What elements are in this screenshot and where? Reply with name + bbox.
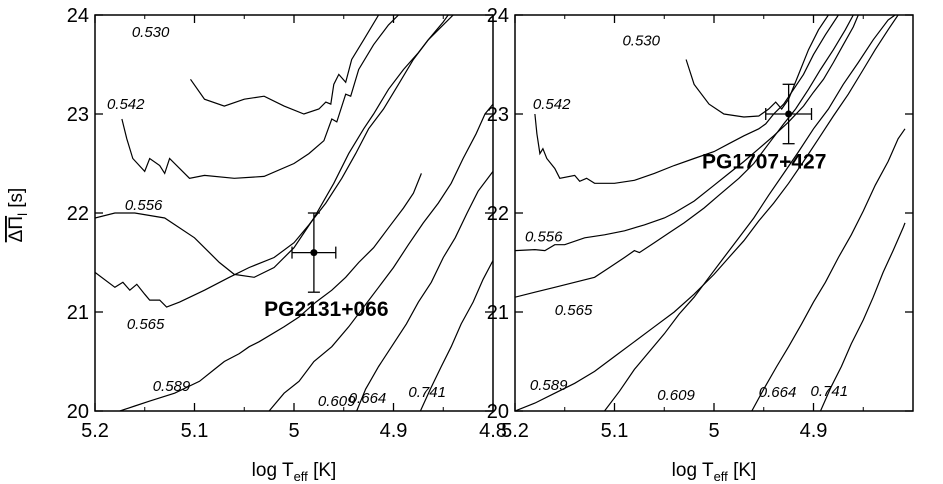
y-tick-label: 23 [487,104,509,126]
series-line-0.664 [356,171,493,411]
y-tick-label: 21 [67,302,89,324]
series-line-0.556 [515,15,859,252]
x-axis-label: log Teff [K] [672,460,757,484]
series-line-0.542 [121,15,399,179]
x-tick-label: 5.2 [81,420,109,442]
star-name-label: PG1707+427 [702,150,826,173]
series-line-0.741 [419,260,493,411]
curve-label: 0.609 [318,393,356,410]
curve-label: 0.565 [555,302,593,319]
curve-label: 0.542 [533,96,571,113]
series-line-0.589 [515,15,899,411]
curve-label: 0.589 [153,378,191,395]
star-name-label: PG2131+066 [264,298,388,321]
series-line-0.556 [95,15,454,278]
curve-label: 0.542 [107,96,145,113]
curve-label: 0.530 [132,24,170,41]
series-line-0.589 [119,173,422,411]
series-line-0.530 [685,15,829,118]
y-tick-label: 23 [67,104,89,126]
curve-label: 0.530 [622,33,660,50]
y-tick-label: 20 [67,401,89,423]
series-line-0.609 [268,103,493,411]
curve-label: 0.556 [525,229,563,246]
y-tick-label: 21 [487,302,509,324]
series-line-0.565 [95,15,449,308]
y-axis-label: ΔΠl [s] [6,188,30,243]
curve-label: 0.609 [657,387,695,404]
series-line-0.741 [819,222,906,411]
x-tick-label: 5 [288,420,299,442]
y-tick-label: 22 [487,203,509,225]
series-line-0.565 [515,15,854,298]
curve-label: 0.741 [811,383,849,400]
series-line-0.530 [190,15,380,115]
plot-frame [514,14,914,412]
x-tick-label: 4.8 [479,420,507,442]
curve-label: 0.556 [125,197,163,214]
x-tick-label: 4.9 [800,420,828,442]
curve-label: 0.664 [349,390,387,407]
star-point [310,249,318,257]
panel-1: 5.2 5.1 5 4.9 4.820212223240.5300.5420.5560.… [67,5,507,484]
y-tick-label: 24 [487,5,509,27]
curve-label: 0.589 [530,377,568,394]
curve-label: 0.741 [408,384,446,401]
x-tick-label: 5.1 [181,420,209,442]
x-tick-label: 5.1 [601,420,629,442]
x-axis-label: log Teff [K] [252,460,337,484]
y-tick-label: 20 [487,401,509,423]
x-tick-label: 5.2 [501,420,529,442]
x-tick-label: 5 [708,420,719,442]
y-tick-label: 24 [67,5,89,27]
panel-2: 5.2 5.1 5 4.9 20 21 22 23 24 0.530 0.542 0.556 0.565… [487,5,914,484]
series-line-0.664 [751,128,906,411]
curve-label: 0.664 [759,384,797,401]
star-point [785,110,793,118]
y-tick-label: 22 [67,203,89,225]
x-tick-label: 4.9 [380,420,408,442]
curve-label: 0.565 [127,316,165,333]
series-line-0.609 [604,15,896,411]
